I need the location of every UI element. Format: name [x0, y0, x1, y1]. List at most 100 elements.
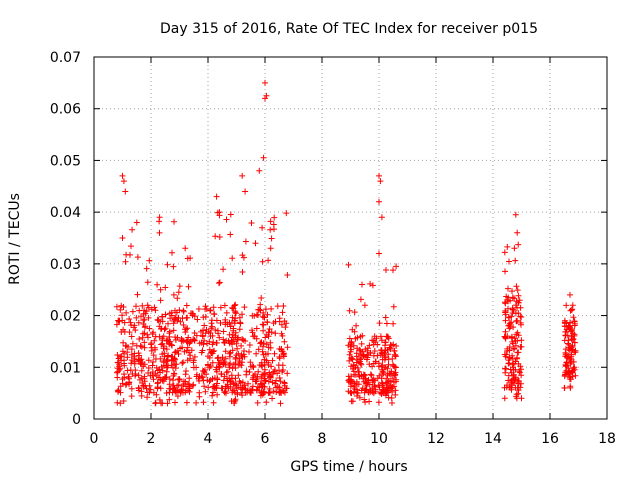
data-point — [213, 317, 220, 324]
data-point — [561, 337, 568, 344]
x-tick-label: 4 — [204, 431, 213, 447]
data-point — [214, 375, 221, 382]
data-point — [239, 252, 246, 259]
data-point — [145, 365, 152, 371]
data-point — [377, 352, 384, 358]
data-point — [179, 360, 186, 367]
data-point — [393, 343, 400, 349]
data-point — [569, 373, 576, 380]
data-point — [226, 375, 233, 382]
data-point — [191, 330, 198, 336]
data-point — [511, 245, 518, 252]
data-point — [159, 367, 166, 374]
data-point — [123, 309, 130, 316]
data-point — [180, 307, 187, 314]
data-point — [273, 389, 280, 395]
data-point — [186, 375, 193, 382]
data-point — [371, 382, 378, 389]
data-point — [152, 400, 159, 407]
data-point — [244, 387, 251, 394]
data-point — [156, 323, 163, 330]
data-point — [220, 266, 227, 273]
data-point — [381, 353, 388, 360]
data-point — [249, 383, 256, 390]
data-point — [245, 380, 251, 387]
data-point — [263, 341, 270, 348]
data-point — [283, 320, 290, 327]
data-point — [191, 337, 198, 343]
data-point — [227, 349, 234, 356]
data-point — [512, 211, 519, 218]
data-point — [562, 320, 568, 327]
data-point — [146, 257, 153, 264]
data-point — [506, 360, 513, 367]
data-point — [268, 305, 275, 312]
data-point — [128, 333, 135, 340]
data-point — [377, 333, 384, 340]
data-point — [276, 315, 283, 322]
data-point — [385, 335, 392, 342]
data-point — [144, 394, 151, 401]
data-point — [248, 220, 255, 226]
data-point — [148, 306, 155, 313]
data-point — [161, 326, 168, 333]
data-point — [378, 375, 385, 382]
data-point — [114, 399, 121, 406]
data-point — [264, 311, 271, 318]
data-point — [172, 388, 179, 395]
data-point — [508, 384, 515, 391]
data-point — [506, 258, 512, 265]
data-point — [357, 347, 364, 354]
data-point — [134, 291, 141, 298]
data-point — [242, 238, 249, 245]
data-point — [380, 384, 387, 391]
data-point — [170, 263, 177, 270]
data-point — [505, 285, 511, 292]
data-point — [169, 383, 176, 389]
data-point — [259, 363, 266, 370]
x-tick-label: 6 — [261, 431, 270, 447]
data-point — [129, 340, 136, 347]
data-points — [113, 79, 579, 407]
data-point — [272, 330, 279, 337]
data-point — [190, 357, 197, 364]
data-point — [509, 361, 516, 368]
data-point — [376, 172, 382, 179]
data-point — [347, 383, 354, 390]
data-point — [162, 284, 169, 291]
data-point — [254, 399, 261, 406]
data-point — [194, 316, 201, 323]
data-point — [569, 336, 576, 343]
data-point — [376, 198, 382, 205]
data-point — [114, 352, 121, 358]
data-point — [165, 337, 171, 343]
data-point — [174, 317, 181, 324]
data-point — [383, 267, 389, 273]
data-point — [226, 362, 232, 368]
data-point — [135, 319, 142, 326]
data-point — [210, 399, 217, 406]
data-point — [137, 376, 143, 383]
data-point — [359, 332, 366, 339]
data-point — [516, 368, 523, 375]
data-point — [562, 346, 569, 353]
data-point — [390, 267, 396, 274]
data-point — [376, 250, 382, 257]
data-point — [202, 388, 209, 395]
data-point — [221, 339, 228, 346]
data-point — [370, 352, 377, 359]
data-point — [202, 313, 209, 320]
data-point — [216, 209, 223, 216]
data-point — [148, 341, 154, 348]
data-point — [206, 364, 213, 371]
data-point — [232, 365, 239, 371]
data-point — [358, 355, 365, 362]
data-point — [277, 378, 284, 385]
data-point — [354, 357, 361, 363]
data-point — [145, 314, 152, 321]
data-point — [115, 355, 122, 362]
data-point — [248, 390, 254, 396]
data-point — [144, 389, 151, 396]
data-point — [367, 387, 374, 394]
data-point — [511, 345, 518, 352]
